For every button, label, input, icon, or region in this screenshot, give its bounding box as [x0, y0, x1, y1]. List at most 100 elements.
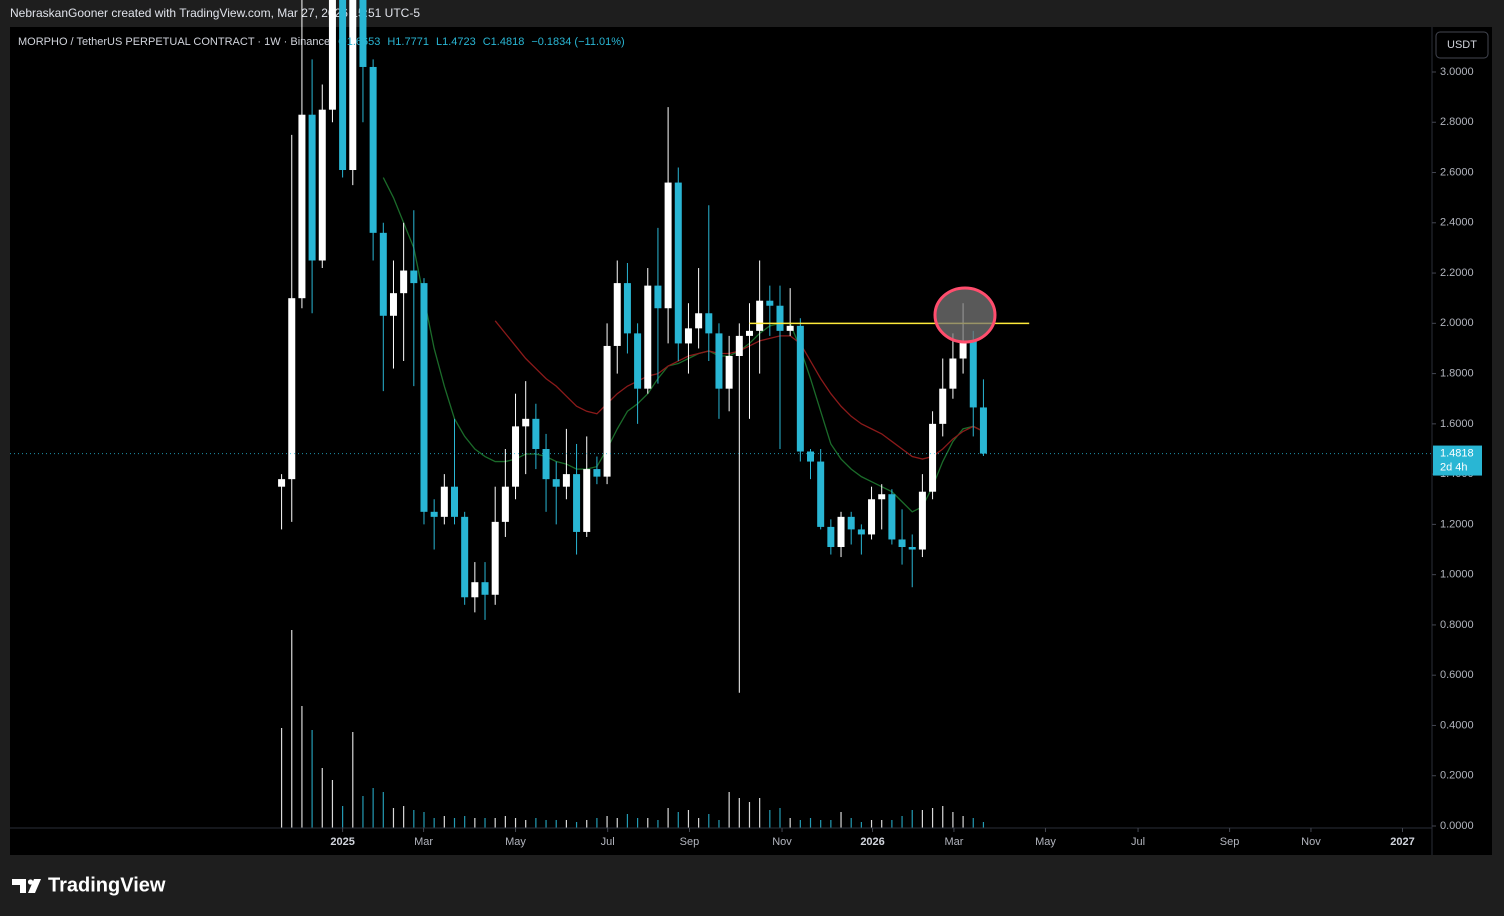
y-tick-label: 0.6000 — [1440, 669, 1474, 681]
candle-body — [745, 330, 753, 336]
axes: 0.0000 0.2000 0.4000 0.6000 0.8000 1.0000 1.20… — [330, 66, 1482, 848]
candle-body — [898, 539, 906, 548]
candle-body — [359, 0, 367, 67]
candle-body — [410, 270, 418, 284]
chart-pane — [10, 27, 1492, 855]
brand-logo: TradingView — [12, 874, 166, 896]
candle-body — [644, 285, 652, 389]
candle-body — [979, 407, 987, 454]
candle-body — [603, 345, 611, 477]
candle-body — [298, 114, 306, 299]
candle-body — [288, 298, 296, 480]
countdown-label: 2d 4h — [1440, 461, 1468, 473]
candle-body — [308, 114, 316, 261]
candle-body — [786, 325, 794, 331]
candle-body — [756, 300, 764, 331]
candle-body — [807, 451, 815, 462]
logo-icon — [12, 879, 41, 893]
x-tick-label: May — [1035, 836, 1056, 848]
candle-body — [654, 285, 662, 309]
candle-body — [532, 418, 540, 449]
y-tick-label: 0.4000 — [1440, 719, 1474, 731]
candle-body — [674, 182, 682, 344]
y-tick-label: 2.0000 — [1440, 317, 1474, 329]
candle-body — [857, 529, 865, 535]
candle-body — [715, 333, 723, 389]
candle-body — [552, 479, 560, 487]
candle-body — [278, 479, 286, 487]
y-tick-label: 3.0000 — [1440, 66, 1474, 78]
x-tick-label: Sep — [680, 836, 700, 848]
candle-body — [695, 313, 703, 329]
candle-body — [908, 547, 916, 550]
candle-body — [735, 335, 743, 356]
candle-body — [929, 423, 937, 492]
candle-body — [522, 418, 530, 427]
brand-name: TradingView — [48, 874, 166, 896]
header-value: H1.7771 — [387, 36, 429, 48]
logo-dot — [27, 879, 34, 885]
header-value: O1.6653 — [338, 36, 380, 48]
x-tick-label: Sep — [1220, 836, 1240, 848]
candle-body — [420, 283, 428, 512]
candle-body — [837, 516, 845, 548]
candle-body — [949, 358, 957, 389]
candle-body — [318, 109, 326, 261]
x-tick-label: 2027 — [1390, 836, 1414, 848]
y-tick-label: 0.2000 — [1440, 770, 1474, 782]
candle-body — [847, 516, 855, 530]
candle-body — [888, 494, 896, 540]
candle-body — [573, 474, 581, 532]
candle-body — [593, 469, 601, 477]
candle-body — [400, 270, 408, 294]
candle-body — [827, 526, 835, 548]
y-tick-label: 1.2000 — [1440, 518, 1474, 530]
candle-body — [430, 511, 438, 517]
candle-body — [461, 516, 469, 598]
candle-body — [684, 328, 692, 344]
candle-body — [369, 66, 377, 233]
candle-body — [491, 521, 499, 595]
moving-average — [382, 177, 984, 513]
candle-body — [705, 313, 713, 334]
candle-body — [634, 333, 642, 389]
candle-body — [440, 486, 448, 517]
candle-body — [583, 469, 591, 532]
attribution: NebraskanGooner created with TradingView… — [10, 6, 420, 20]
candle-body — [969, 340, 977, 408]
currency-label[interactable]: USDT — [1447, 39, 1477, 51]
legend-header: MORPHO / TetherUS PERPETUAL CONTRACT · 1… — [18, 36, 625, 48]
header-value: −0.1834 (−11.01%) — [531, 36, 624, 48]
x-tick-label: Jul — [601, 836, 615, 848]
currency-button[interactable] — [1435, 31, 1489, 59]
candle-body — [623, 283, 631, 334]
x-tick-label: Nov — [1301, 836, 1321, 848]
candle-body — [379, 232, 387, 316]
candle-body — [542, 448, 550, 480]
symbol: MORPHO / TetherUS PERPETUAL CONTRACT · 1… — [18, 36, 330, 48]
y-tick-label: 2.8000 — [1440, 116, 1474, 128]
candle-body — [939, 388, 947, 424]
candle-body — [766, 300, 774, 306]
candle-body — [389, 293, 397, 316]
x-tick-label: Nov — [772, 836, 792, 848]
highlight-circle — [933, 286, 997, 344]
last-price-box — [1433, 445, 1482, 476]
candle-body — [868, 499, 876, 535]
candle-body — [664, 182, 672, 309]
x-tick-label: May — [505, 836, 526, 848]
candle-body — [481, 582, 489, 595]
candle-body — [796, 325, 804, 452]
x-tick-label: Jul — [1131, 836, 1145, 848]
candle-body — [339, 0, 347, 171]
candle-body — [451, 486, 459, 517]
x-tick-label: Mar — [944, 836, 963, 848]
y-tick-label: 2.6000 — [1440, 166, 1474, 178]
x-tick-label: 2025 — [330, 836, 354, 848]
candle-body — [817, 461, 825, 527]
header-value: C1.4818 — [483, 36, 525, 48]
y-tick-label: 0.8000 — [1440, 619, 1474, 631]
candle-body — [501, 486, 509, 522]
candle-body — [878, 494, 886, 500]
last-price-label: 1.4818 — [1440, 447, 1474, 459]
